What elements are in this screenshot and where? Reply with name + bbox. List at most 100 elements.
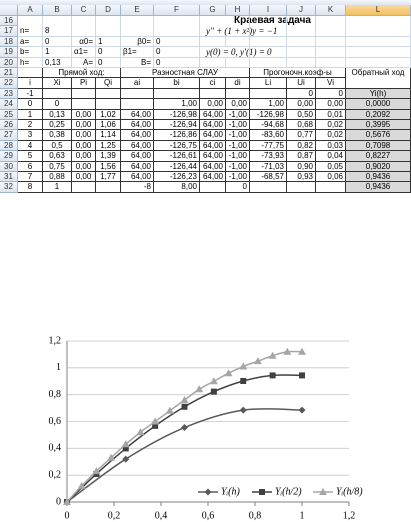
cell: -8 [121, 182, 154, 193]
cell: 64,00 [121, 151, 154, 162]
cell: 0,00 [72, 140, 96, 152]
cell: 1,25 [96, 140, 121, 152]
cell: 0,13 [43, 109, 72, 120]
cell [287, 182, 316, 193]
row-header: 32 [0, 182, 18, 193]
cell [250, 88, 287, 100]
cell [287, 16, 316, 27]
cell: 0 [316, 88, 346, 100]
marker [319, 488, 327, 495]
cell [72, 26, 96, 37]
column-header: E [121, 5, 154, 16]
marker [298, 347, 306, 355]
cell: 7 [18, 172, 43, 183]
cell [226, 26, 250, 37]
cell [287, 47, 316, 58]
cell: 0,25 [43, 120, 72, 131]
cell: 64,00 [200, 172, 226, 183]
cell: -126,86 [154, 130, 200, 141]
column-header: I [250, 5, 287, 16]
cell [316, 47, 346, 58]
cell [346, 16, 411, 27]
cell: 8,00 [154, 182, 200, 193]
marker [239, 362, 248, 370]
row-header: 31 [0, 172, 18, 183]
y-tick-label: 1 [56, 362, 61, 373]
cell: α1= [72, 47, 96, 58]
row-header: 30 [0, 161, 18, 172]
cell: 0,7098 [346, 140, 411, 152]
cell: -77,75 [250, 140, 287, 152]
cell [200, 57, 226, 68]
cell: Qi [96, 78, 121, 89]
marker [122, 455, 130, 463]
cell: 4 [18, 140, 43, 152]
cell: 1,02 [96, 109, 121, 120]
column-header: H [226, 5, 250, 16]
cell: 0,90 [287, 161, 316, 172]
column-header: F [154, 5, 200, 16]
cell: di [226, 78, 250, 89]
cell: 0,00 [72, 161, 96, 172]
cell: -71,03 [250, 161, 287, 172]
cell [250, 16, 287, 27]
row-header: 29 [0, 151, 18, 162]
cell: 0,06 [316, 172, 346, 183]
cell [96, 26, 121, 37]
marker [283, 347, 292, 355]
column-header: K [316, 5, 346, 16]
cell [200, 88, 226, 100]
cell: -126,61 [154, 151, 200, 162]
cell: -83,60 [250, 130, 287, 141]
marker [210, 388, 217, 395]
cell: 0 [43, 36, 72, 48]
cell: -1 [18, 88, 43, 100]
cell: -1,00 [226, 109, 250, 120]
cell: Прямой ход: [43, 68, 121, 79]
marker [122, 445, 129, 452]
cell: 64,00 [200, 161, 226, 172]
cell: β0= [121, 36, 154, 48]
cell: Yi(h) [346, 88, 411, 100]
x-tick-label: 0,2 [108, 510, 121, 521]
marker [240, 377, 247, 384]
cell [226, 57, 250, 68]
cell: 0,87 [287, 151, 316, 162]
cell [121, 88, 154, 100]
cell: 0,9436 [346, 182, 411, 193]
marker [298, 406, 306, 414]
cell [72, 88, 96, 100]
x-tick-label: 1,2 [343, 510, 356, 521]
cell: 0,00 [72, 130, 96, 141]
cell: 0 [18, 99, 43, 110]
cell: 0 [154, 57, 200, 68]
cell: 0,9020 [346, 161, 411, 172]
cell: 0 [154, 36, 200, 48]
marker [136, 428, 145, 436]
cell: -126,44 [154, 161, 200, 172]
cell: 64,00 [200, 151, 226, 162]
cell: Xi [43, 78, 72, 89]
toolbar-strip [0, 0, 411, 5]
cell: 0,88 [43, 172, 72, 183]
cell [72, 182, 96, 193]
cell [316, 26, 346, 37]
cell: 0,82 [287, 140, 316, 152]
cell: 0,00 [72, 120, 96, 131]
column-header: B [43, 5, 72, 16]
y-tick-label: 0,8 [49, 389, 62, 400]
x-tick-label: 0 [65, 510, 70, 521]
cell [316, 57, 346, 68]
cell: A= [72, 57, 96, 68]
cell: -1,00 [226, 130, 250, 141]
cell [250, 47, 287, 58]
marker [152, 422, 159, 429]
column-header: D [96, 5, 121, 16]
column-header: L [346, 5, 411, 16]
cell: 0,75 [43, 161, 72, 172]
cell: -126,98 [154, 109, 200, 120]
cell: bi [154, 78, 200, 89]
cell: 0,93 [287, 172, 316, 183]
row-header: 21 [0, 68, 18, 79]
